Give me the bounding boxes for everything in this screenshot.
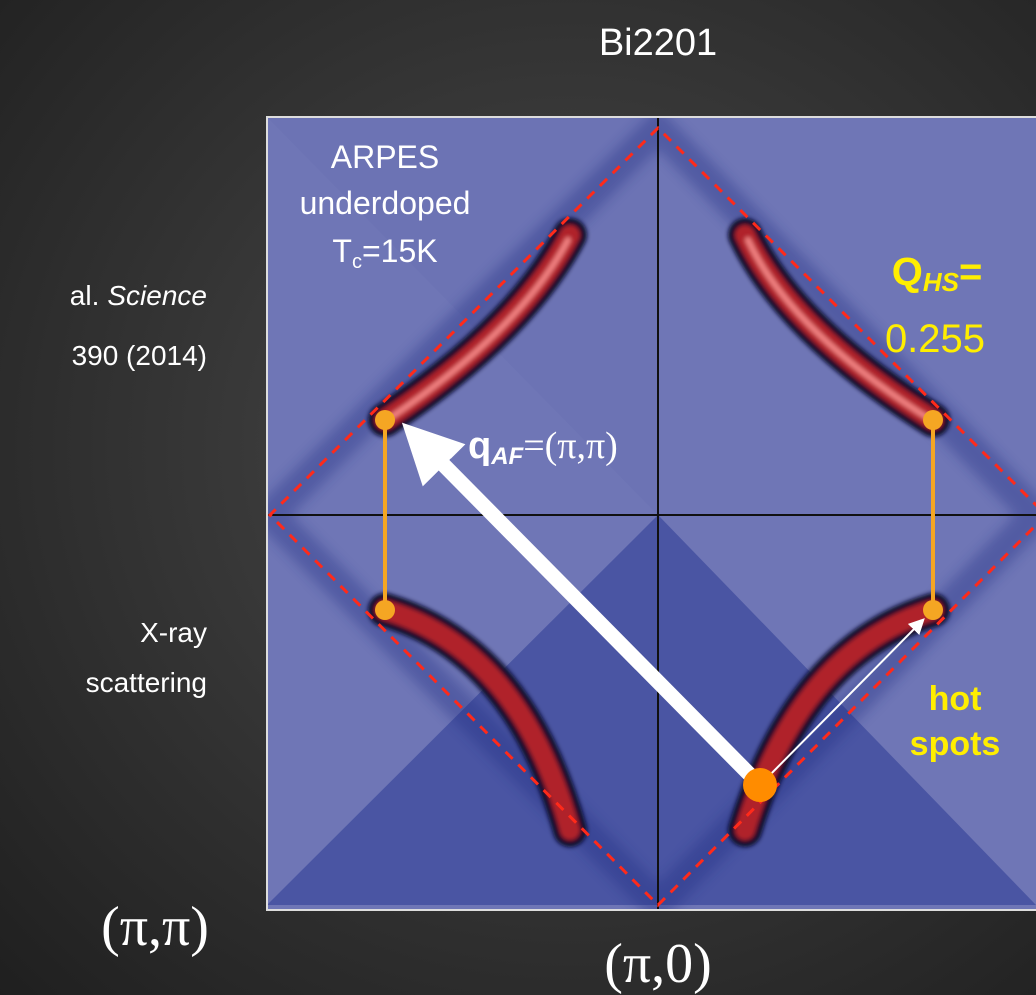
- corner-label: (π,0): [604, 933, 712, 995]
- tc-label: Tc=15K: [332, 233, 437, 273]
- map-shape: [743, 768, 777, 802]
- citation-authors: al.: [70, 280, 100, 311]
- map-shape: [923, 410, 943, 430]
- citation: al.Science: [70, 280, 207, 311]
- citation-journal: Science: [107, 280, 207, 311]
- qhs-equals: =: [959, 250, 982, 294]
- corner-label: (π,π): [101, 896, 209, 958]
- hot-spots-label: spots: [910, 725, 1001, 763]
- tc-subscript: c: [352, 251, 362, 273]
- qaf-subscript: AF: [490, 443, 524, 470]
- hot-spots-label: hot: [929, 680, 982, 718]
- qaf-label: qAF=(π,π): [468, 425, 618, 470]
- page: Bi2201 ARPES underdoped Tc=15K al.Scienc…: [0, 0, 1036, 995]
- title: Bi2201: [599, 22, 717, 64]
- arpes-label: underdoped: [300, 185, 471, 221]
- map-shape: [375, 600, 395, 620]
- qaf-value: =(π,π): [523, 425, 618, 467]
- xray-label: scattering: [86, 667, 207, 698]
- map-shape: [375, 410, 395, 430]
- citation-reference: 390 (2014): [72, 340, 207, 371]
- slide: Bi2201 ARPES underdoped Tc=15K al.Scienc…: [0, 0, 1036, 995]
- tc-symbol: T: [332, 233, 352, 269]
- qhs-value: 0.255: [885, 317, 985, 361]
- qaf-symbol: q: [468, 425, 491, 467]
- tc-value: =15K: [362, 233, 438, 269]
- arpes-label: ARPES: [331, 139, 439, 175]
- map-shape: [923, 600, 943, 620]
- qhs-subscript: HS: [923, 267, 960, 297]
- qhs-symbol: Q: [892, 250, 923, 294]
- xray-label: X-ray: [140, 617, 207, 648]
